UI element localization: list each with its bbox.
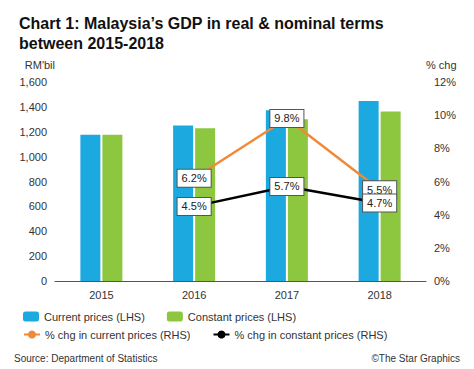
svg-text:0%: 0% [434, 275, 450, 287]
svg-text:1,200: 1,200 [19, 126, 47, 138]
svg-text:5.7%: 5.7% [274, 180, 299, 192]
svg-text:2015: 2015 [89, 289, 113, 301]
svg-text:1,400: 1,400 [19, 101, 47, 113]
svg-text:6%: 6% [434, 176, 450, 188]
svg-text:% chg: % chg [426, 59, 457, 71]
svg-text:% chg in current prices (RHS): % chg in current prices (RHS) [45, 329, 191, 341]
svg-text:10%: 10% [434, 109, 456, 121]
svg-text:RM'bil: RM'bil [25, 59, 55, 71]
svg-text:400: 400 [29, 225, 47, 237]
svg-text:4.5%: 4.5% [182, 200, 207, 212]
svg-text:6.2%: 6.2% [182, 172, 207, 184]
svg-text:4%: 4% [434, 209, 450, 221]
svg-text:0: 0 [41, 275, 47, 287]
svg-text:1,000: 1,000 [19, 151, 47, 163]
svg-text:12%: 12% [434, 76, 456, 88]
svg-text:Chart 1: Malaysia’s GDP in rea: Chart 1: Malaysia’s GDP in real & nomina… [19, 15, 384, 32]
svg-text:Current prices (LHS): Current prices (LHS) [44, 311, 145, 323]
svg-text:2018: 2018 [367, 289, 391, 301]
svg-text:2016: 2016 [182, 289, 206, 301]
svg-text:5.5%: 5.5% [367, 183, 393, 196]
svg-text:4.7%: 4.7% [367, 197, 392, 209]
svg-text:9.8%: 9.8% [274, 112, 299, 124]
svg-text:% chg in constant prices (RHS): % chg in constant prices (RHS) [234, 329, 387, 341]
svg-text:8%: 8% [434, 142, 450, 154]
svg-text:600: 600 [29, 200, 47, 212]
svg-text:200: 200 [29, 250, 47, 262]
svg-text:Constant prices (LHS): Constant prices (LHS) [188, 311, 296, 323]
svg-text:Source: Department of Statisti: Source: Department of Statistics [14, 353, 157, 364]
svg-text:©The Star Graphics: ©The Star Graphics [371, 353, 460, 364]
svg-text:800: 800 [29, 176, 47, 188]
svg-text:between 2015-2018: between 2015-2018 [19, 35, 164, 52]
svg-text:2%: 2% [434, 242, 450, 254]
svg-text:1,600: 1,600 [19, 76, 47, 88]
svg-text:2017: 2017 [275, 289, 299, 301]
